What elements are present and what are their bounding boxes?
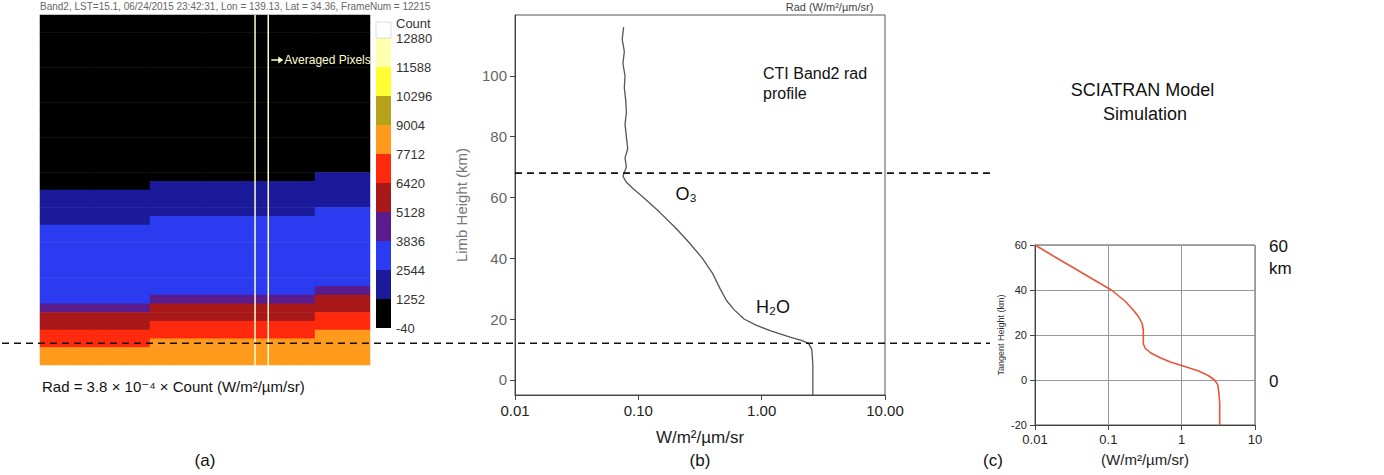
svg-text:2544: 2544 xyxy=(396,263,425,278)
svg-text:7712: 7712 xyxy=(396,147,425,162)
svg-text:W/m²/µm/sr: W/m²/µm/sr xyxy=(656,428,744,447)
svg-text:Rad = 3.8 × 10⁻⁴ × Count (W/m²: Rad = 3.8 × 10⁻⁴ × Count (W/m²/µm/sr) xyxy=(42,378,305,395)
svg-text:12880: 12880 xyxy=(396,31,432,46)
svg-text:1.00: 1.00 xyxy=(747,402,776,419)
svg-text:100: 100 xyxy=(482,67,507,84)
svg-text:SCIATRAN Model: SCIATRAN Model xyxy=(1071,80,1220,100)
svg-text:11588: 11588 xyxy=(396,60,431,75)
svg-text:1: 1 xyxy=(1178,432,1185,447)
svg-text:(a): (a) xyxy=(195,451,216,470)
svg-text:H₂O: H₂O xyxy=(756,297,790,317)
svg-text:60: 60 xyxy=(1015,239,1027,251)
svg-text:10: 10 xyxy=(1248,432,1262,447)
svg-text:9004: 9004 xyxy=(396,118,425,133)
svg-text:20: 20 xyxy=(490,311,507,328)
svg-text:3836: 3836 xyxy=(396,234,425,249)
svg-text:Count: Count xyxy=(396,16,431,31)
svg-text:10.00: 10.00 xyxy=(866,402,904,419)
svg-text:Limb Height (km): Limb Height (km) xyxy=(453,148,470,262)
svg-text:Averaged Pixels: Averaged Pixels xyxy=(284,53,371,67)
svg-text:1252: 1252 xyxy=(396,292,425,307)
svg-text:Simulation: Simulation xyxy=(1103,104,1187,124)
svg-text:60: 60 xyxy=(1269,237,1293,256)
svg-text:0.1: 0.1 xyxy=(1099,432,1117,447)
svg-text:0: 0 xyxy=(1021,374,1027,386)
svg-text:Tangent Height (km): Tangent Height (km) xyxy=(996,294,1006,375)
svg-text:Band2, LST=15.1, 06/24/2015 23: Band2, LST=15.1, 06/24/2015 23:42:31, Lo… xyxy=(40,1,431,12)
svg-text:20: 20 xyxy=(1015,329,1027,341)
svg-text:-20: -20 xyxy=(1011,419,1027,431)
svg-text:0: 0 xyxy=(499,371,507,388)
svg-text:0.01: 0.01 xyxy=(1022,432,1047,447)
svg-text:0.01: 0.01 xyxy=(500,402,529,419)
svg-text:CTI Band2 rad: CTI Band2 rad xyxy=(763,65,872,82)
svg-text:40: 40 xyxy=(490,250,507,267)
svg-text:80: 80 xyxy=(490,128,507,145)
svg-text:5128: 5128 xyxy=(396,205,425,220)
svg-text:6420: 6420 xyxy=(396,176,425,191)
svg-text:(c): (c) xyxy=(983,451,1003,470)
svg-text:0.10: 0.10 xyxy=(624,402,653,419)
svg-text:profile: profile xyxy=(763,85,807,102)
svg-text:Rad (W/m²/µm/sr): Rad (W/m²/µm/sr) xyxy=(786,1,874,13)
svg-text:60: 60 xyxy=(490,189,507,206)
svg-text:-40: -40 xyxy=(396,321,415,336)
svg-text:40: 40 xyxy=(1015,284,1027,296)
svg-text:(W/m²/µm/sr): (W/m²/µm/sr) xyxy=(1101,451,1189,468)
svg-text:10296: 10296 xyxy=(396,89,432,104)
svg-text:0: 0 xyxy=(1269,372,1278,391)
svg-text:O₃: O₃ xyxy=(675,184,696,204)
svg-text:km: km xyxy=(1269,259,1292,278)
svg-text:(b): (b) xyxy=(690,451,711,470)
